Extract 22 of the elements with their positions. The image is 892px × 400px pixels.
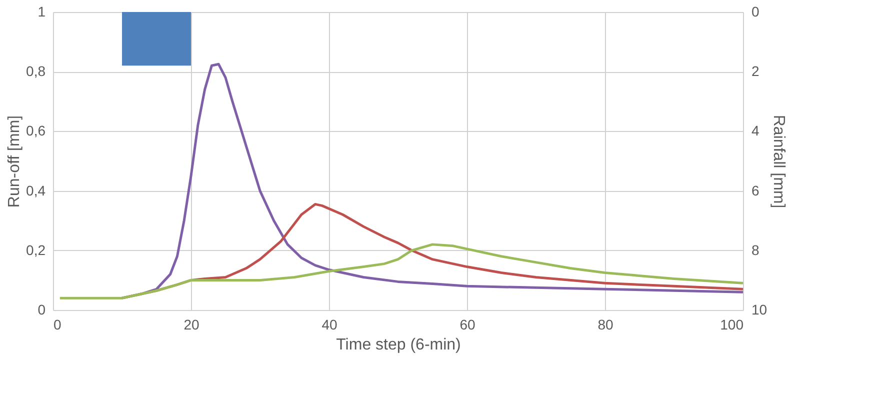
line-series	[58, 243, 744, 300]
x-tick-label: 80	[598, 316, 614, 332]
x-tick-label: 0	[54, 316, 62, 332]
x-tick-label: 100	[720, 316, 744, 332]
y2-tick-label: 0	[752, 4, 760, 20]
x-tick-label: 40	[322, 316, 338, 332]
y2-tick-label: 8	[752, 242, 760, 258]
y-tick-label: 0,8	[26, 63, 46, 80]
y2-tick-label: 2	[752, 63, 760, 80]
y2-tick-label: 10	[752, 302, 768, 318]
y2-tick-label: 6	[752, 182, 760, 198]
x-tick-label: 60	[460, 316, 476, 332]
y-tick-label: 0,6	[26, 122, 46, 139]
y2-axis-title: Rainfall [mm]	[770, 114, 788, 208]
y-tick-label: 0	[38, 302, 46, 318]
y-tick-label: 0,4	[26, 182, 46, 198]
x-axis-title: Time step (6-min)	[336, 336, 461, 354]
y-axis-title: Run-off [mm]	[6, 115, 24, 208]
y-tick-label: 0,2	[26, 242, 46, 258]
y-tick-label: 1	[38, 4, 46, 20]
x-tick-label: 20	[184, 316, 200, 332]
y2-tick-label: 4	[752, 122, 760, 139]
